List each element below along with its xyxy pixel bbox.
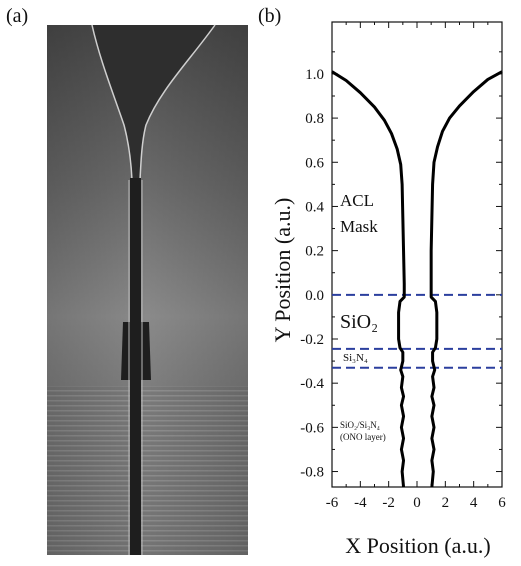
x-tick-label: -4: [354, 495, 367, 511]
profile-line: [331, 70, 406, 488]
profile-line: [429, 70, 503, 488]
y-axis-title: Y Position (a.u.): [270, 198, 295, 343]
x-tick-label: 0: [413, 495, 421, 511]
y-tick-label: -0.4: [300, 376, 324, 392]
y-tick-label: -0.2: [300, 332, 324, 348]
x-axis-title: X Position (a.u.): [345, 533, 490, 558]
x-tick-label: 2: [442, 495, 450, 511]
x-tick-label: -2: [382, 495, 395, 511]
y-tick-label: 0.8: [305, 111, 324, 127]
annotation: Mask: [340, 217, 378, 236]
x-tick-label: 6: [498, 495, 506, 511]
annotation: Si₃N₄: [343, 352, 368, 364]
y-tick-label: 0.4: [305, 199, 324, 215]
annotation: ACL: [340, 191, 374, 210]
panel-label: (a): [6, 5, 28, 27]
panel-label: (b): [258, 5, 281, 27]
annotation: (ONO layer): [340, 432, 386, 442]
sem-image: [47, 24, 248, 555]
y-tick-label: 0.0: [305, 288, 324, 304]
y-tick-label: 0.2: [305, 244, 324, 260]
x-tick-label: -6: [326, 495, 339, 511]
annotation: SiO₂: [340, 311, 378, 333]
y-tick-label: -0.8: [300, 465, 324, 481]
x-tick-label: 4: [470, 495, 478, 511]
annotation: SiO₂/Si₃N₄: [340, 420, 380, 430]
y-tick-label: -0.6: [300, 420, 324, 436]
y-tick-label: 1.0: [305, 67, 324, 83]
y-tick-label: 0.6: [305, 155, 324, 171]
